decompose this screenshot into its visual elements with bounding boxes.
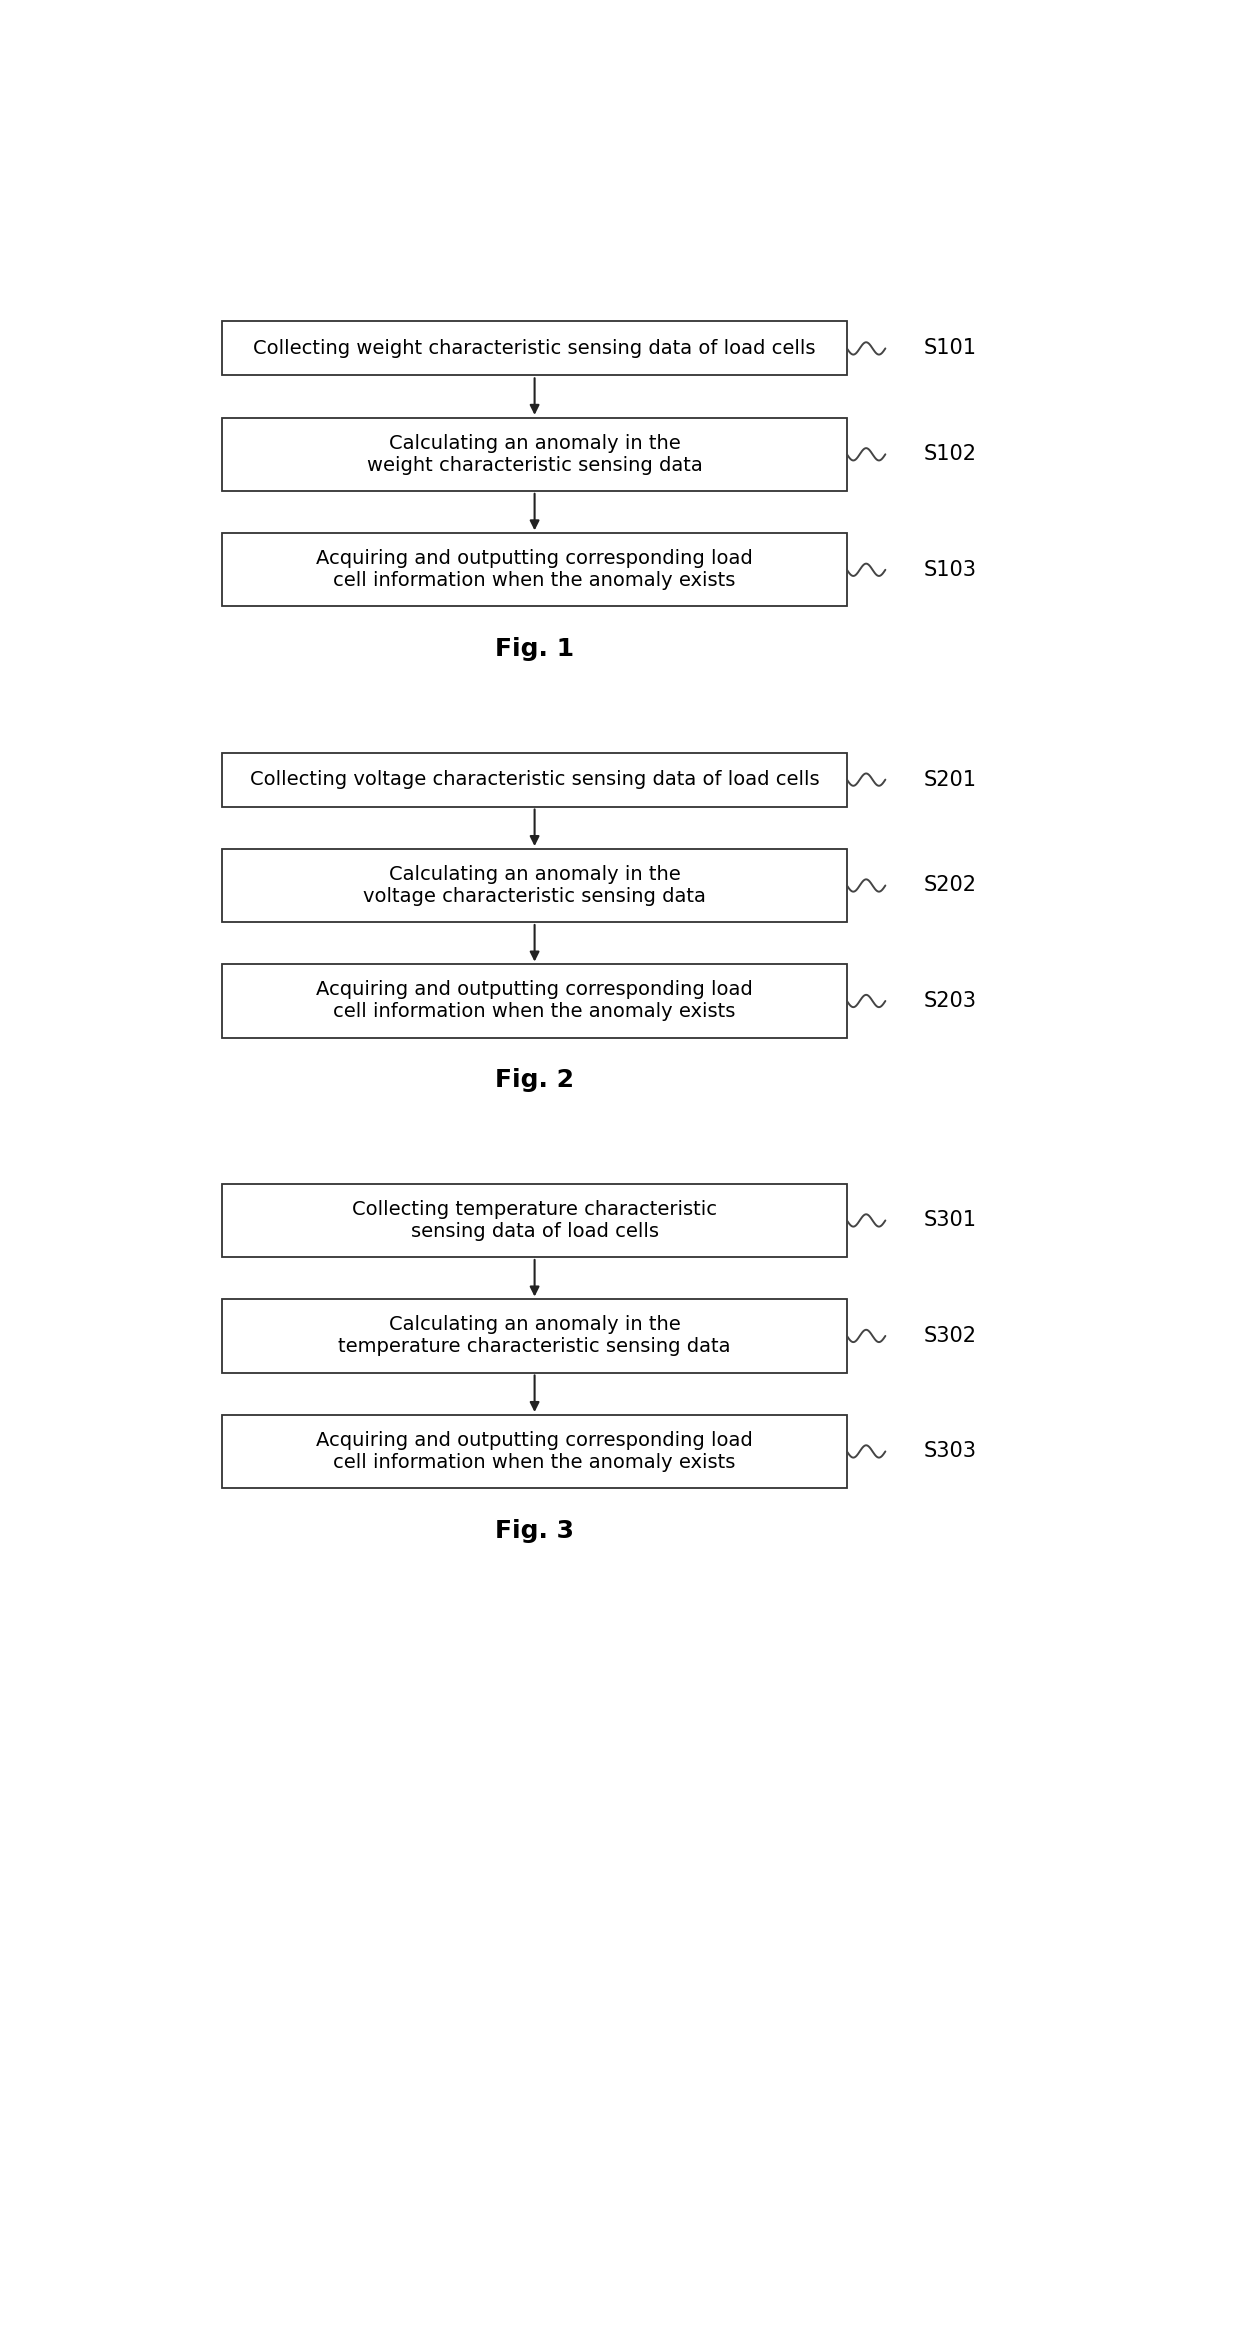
Bar [222,965,847,1037]
Bar [222,1184,847,1256]
Text: Acquiring and outputting corresponding load
cell information when the anomaly ex: Acquiring and outputting corresponding l… [316,1430,753,1472]
Text: S102: S102 [924,444,977,465]
Text: S203: S203 [924,991,977,1012]
Bar [222,1414,847,1489]
Text: S103: S103 [924,561,977,579]
Text: Calculating an anomaly in the
temperature characteristic sensing data: Calculating an anomaly in the temperatur… [339,1317,730,1356]
Bar [222,1300,847,1372]
Text: Collecting weight characteristic sensing data of load cells: Collecting weight characteristic sensing… [253,340,816,358]
Text: S201: S201 [924,770,977,789]
Text: Fig. 2: Fig. 2 [495,1068,574,1093]
Bar [222,754,847,807]
Text: Calculating an anomaly in the
voltage characteristic sensing data: Calculating an anomaly in the voltage ch… [363,865,706,907]
Text: Calculating an anomaly in the
weight characteristic sensing data: Calculating an anomaly in the weight cha… [367,433,703,475]
Bar [222,849,847,921]
Text: Fig. 3: Fig. 3 [495,1519,574,1542]
Text: S303: S303 [924,1442,977,1461]
Bar [222,419,847,491]
Text: S202: S202 [924,875,977,896]
Text: S101: S101 [924,337,977,358]
Text: Acquiring and outputting corresponding load
cell information when the anomaly ex: Acquiring and outputting corresponding l… [316,982,753,1021]
Text: Acquiring and outputting corresponding load
cell information when the anomaly ex: Acquiring and outputting corresponding l… [316,549,753,591]
Text: Fig. 1: Fig. 1 [495,637,574,661]
Bar [222,533,847,607]
Text: Collecting temperature characteristic
sensing data of load cells: Collecting temperature characteristic se… [352,1200,717,1242]
Text: S302: S302 [924,1326,977,1347]
Bar [222,321,847,374]
Text: Collecting voltage characteristic sensing data of load cells: Collecting voltage characteristic sensin… [249,770,820,789]
Text: S301: S301 [924,1210,977,1230]
